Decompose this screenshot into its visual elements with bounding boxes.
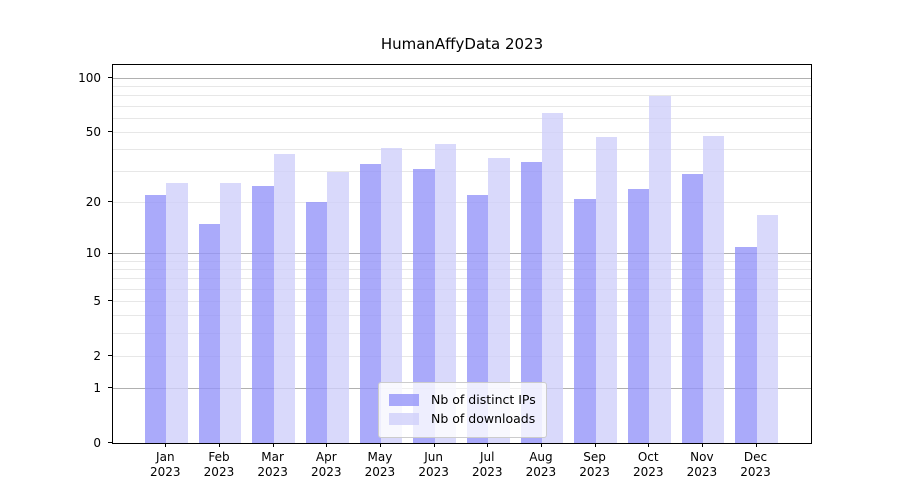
x-tick-mark-apr xyxy=(326,443,328,447)
x-tick-mark-jul xyxy=(487,443,489,447)
x-tick-label-jan: Jan 2023 xyxy=(150,450,181,479)
bar-downloads-mar xyxy=(273,153,295,443)
gridline-minor-60 xyxy=(113,117,811,119)
gridline-minor-5 xyxy=(113,300,811,302)
gridline-minor-2 xyxy=(113,355,811,357)
bar-downloads-oct xyxy=(649,95,671,443)
x-tick-label-may: May 2023 xyxy=(364,450,396,479)
x-tick-label-jul: Jul 2023 xyxy=(471,450,503,479)
gridline-minor-40 xyxy=(113,149,811,151)
x-tick-mark-dec xyxy=(755,443,757,447)
x-tick-label-dec: Dec 2023 xyxy=(740,450,771,479)
chart-title: HumanAffyData 2023 xyxy=(380,35,544,53)
x-tick-label-sep: Sep 2023 xyxy=(579,450,610,479)
bar-downloads-jun xyxy=(434,144,456,443)
x-tick-mark-mar xyxy=(272,443,274,447)
y-tick-mark-20 xyxy=(108,201,112,203)
bar-distinct-ips-mar xyxy=(252,185,274,443)
x-tick-mark-jan xyxy=(165,443,167,447)
x-tick-label-feb: Feb 2023 xyxy=(203,450,235,479)
y-tick-mark-1 xyxy=(108,387,112,389)
legend-item-distinct-ips: Nb of distinct IPs xyxy=(389,392,536,408)
gridline-minor-20 xyxy=(113,201,811,203)
legend-label-downloads: Nb of downloads xyxy=(431,411,536,426)
y-tick-mark-50 xyxy=(108,131,112,133)
bar-downloads-sep xyxy=(595,137,617,443)
gridline-minor-3 xyxy=(113,332,811,334)
legend: Nb of distinct IPs Nb of downloads xyxy=(378,382,547,438)
gridline-minor-4 xyxy=(113,315,811,317)
y-tick-label-2: 2 xyxy=(93,348,101,363)
gridline-minor-80 xyxy=(113,95,811,97)
bar-downloads-may xyxy=(380,147,403,443)
x-tick-label-aug: Aug 2023 xyxy=(525,450,557,479)
x-tick-mark-oct xyxy=(648,443,650,447)
bar-downloads-feb xyxy=(219,182,242,443)
gridline-minor-6 xyxy=(113,288,811,290)
y-axis: 0 1 2 5 10 20 50 100 xyxy=(0,64,112,450)
legend-swatch-distinct-ips xyxy=(389,394,419,406)
bar-downloads-apr xyxy=(327,171,349,443)
legend-label-distinct-ips: Nb of distinct IPs xyxy=(431,392,536,407)
bar-downloads-aug xyxy=(541,113,564,443)
bar-downloads-nov xyxy=(702,135,725,443)
y-tick-label-1: 1 xyxy=(93,380,101,395)
x-tick-mark-aug xyxy=(540,443,542,447)
gridline-minor-8 xyxy=(113,268,811,270)
x-tick-label-jun: Jun 2023 xyxy=(418,450,449,479)
bar-distinct-ips-nov xyxy=(681,174,703,443)
x-tick-mark-nov xyxy=(701,443,703,447)
x-tick-mark-feb xyxy=(218,443,220,447)
bar-distinct-ips-jun xyxy=(413,169,435,443)
bar-distinct-ips-jul xyxy=(466,195,489,443)
y-tick-label-20: 20 xyxy=(85,194,101,209)
bar-distinct-ips-apr xyxy=(305,202,328,443)
gridline-minor-9 xyxy=(113,260,811,262)
x-tick-mark-may xyxy=(379,443,381,447)
x-tick-mark-jun xyxy=(433,443,435,447)
y-tick-mark-5 xyxy=(108,300,112,302)
y-tick-mark-100 xyxy=(108,77,112,79)
y-tick-label-0: 0 xyxy=(93,435,101,450)
legend-swatch-downloads xyxy=(389,413,419,425)
bar-distinct-ips-aug xyxy=(520,162,542,443)
bar-distinct-ips-dec xyxy=(735,246,757,443)
gridline-major-100 xyxy=(113,77,811,79)
gridline-minor-90 xyxy=(113,86,811,88)
x-tick-label-nov: Nov 2023 xyxy=(686,450,718,479)
y-tick-label-5: 5 xyxy=(93,293,101,308)
y-tick-mark-10 xyxy=(108,252,112,254)
gridline-minor-7 xyxy=(113,278,811,280)
gridline-minor-70 xyxy=(113,105,811,107)
y-tick-mark-0 xyxy=(108,442,112,443)
gridline-minor-30 xyxy=(113,171,811,173)
x-tick-label-apr: Apr 2023 xyxy=(310,450,342,479)
bar-downloads-dec xyxy=(756,214,778,443)
bar-distinct-ips-may xyxy=(359,164,381,443)
x-tick-label-oct: Oct 2023 xyxy=(632,450,664,479)
gridline-minor-50 xyxy=(113,131,811,133)
plot-area: Nb of distinct IPs Nb of downloads xyxy=(112,64,812,444)
bar-distinct-ips-oct xyxy=(627,188,650,443)
bar-downloads-jul xyxy=(488,157,510,443)
bar-distinct-ips-feb xyxy=(198,223,220,443)
bar-distinct-ips-sep xyxy=(574,198,596,443)
x-tick-mark-sep xyxy=(594,443,596,447)
gridline-major-10 xyxy=(113,253,811,255)
y-tick-mark-2 xyxy=(108,355,112,357)
y-tick-label-10: 10 xyxy=(85,246,101,261)
y-tick-label-50: 50 xyxy=(85,124,101,139)
bar-distinct-ips-jan xyxy=(144,195,167,443)
x-tick-label-mar: Mar 2023 xyxy=(257,450,288,479)
x-axis: Jan 2023 Feb 2023 Mar 2023 Apr 2023 May 2023… xyxy=(112,443,810,495)
y-tick-label-100: 100 xyxy=(78,70,101,85)
legend-item-downloads: Nb of downloads xyxy=(389,411,536,427)
bar-downloads-jan xyxy=(166,182,188,443)
